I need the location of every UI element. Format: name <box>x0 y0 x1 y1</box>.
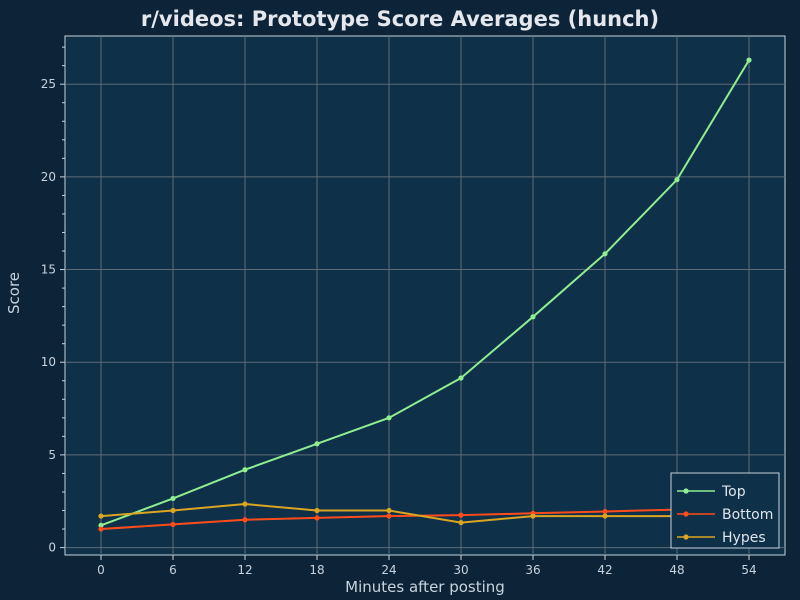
y-tick-label: 5 <box>48 448 56 462</box>
data-point-bottom <box>458 512 464 518</box>
legend: Top Bottom Hypes <box>670 472 780 549</box>
data-point-top <box>530 314 536 320</box>
data-point-top <box>746 57 752 63</box>
legend-marker-hypes <box>683 534 689 540</box>
data-point-bottom <box>242 517 248 523</box>
data-point-hypes <box>458 519 464 526</box>
data-point-hypes <box>530 513 536 519</box>
data-point-bottom <box>170 521 176 528</box>
y-tick-label: 25 <box>41 77 56 91</box>
x-axis-label: Minutes after posting <box>345 578 505 596</box>
chart-title: r/videos: Prototype Score Averages (hunc… <box>141 7 659 31</box>
y-axis-label: Score <box>5 272 23 314</box>
data-point-top <box>170 495 176 502</box>
data-point-top <box>602 251 608 257</box>
x-tick-label: 36 <box>525 563 540 577</box>
y-tick-label: 10 <box>41 355 56 369</box>
data-point-top <box>458 375 464 381</box>
y-tick-label: 15 <box>41 263 56 277</box>
x-tick-label: 12 <box>237 563 252 577</box>
data-point-bottom <box>98 526 104 532</box>
plot-area <box>64 35 786 556</box>
data-point-top <box>674 177 680 183</box>
x-tick-label: 30 <box>453 563 468 577</box>
series-line-hypes <box>100 503 750 524</box>
x-tick-label: 6 <box>169 563 177 577</box>
data-point-top <box>314 441 320 447</box>
data-point-bottom <box>602 508 608 515</box>
data-point-top <box>242 467 248 473</box>
series-line-top <box>100 59 750 527</box>
data-point-bottom <box>386 513 392 519</box>
x-tick-label: 24 <box>381 563 396 577</box>
legend-marker-top <box>683 488 689 494</box>
legend-label-hypes: Hypes <box>722 530 766 546</box>
legend-box <box>670 472 780 549</box>
data-point-hypes <box>170 507 176 514</box>
legend-marker-bottom <box>683 511 689 517</box>
y-tick-label: 0 <box>48 541 56 555</box>
legend-label-bottom: Bottom <box>722 507 773 523</box>
data-point-hypes <box>98 513 104 519</box>
x-tick-label: 48 <box>669 563 684 577</box>
x-tick-label: 0 <box>97 563 105 577</box>
x-tick-label: 18 <box>309 563 324 577</box>
ticks: 0 6 12 18 24 30 36 42 48 54 0 5 10 15 20 25 <box>41 46 757 577</box>
x-tick-label: 54 <box>741 563 756 577</box>
data-point-hypes <box>314 507 320 514</box>
data-point-top <box>386 415 392 421</box>
data-point-bottom <box>314 515 320 521</box>
data-point-hypes <box>242 501 248 507</box>
data-point-hypes <box>386 507 392 514</box>
data-point-hypes <box>602 513 608 519</box>
series <box>98 57 752 532</box>
legend-label-top: Top <box>721 484 746 500</box>
data-point-top <box>98 522 104 528</box>
y-tick-label: 20 <box>41 170 56 184</box>
x-tick-label: 42 <box>597 563 612 577</box>
